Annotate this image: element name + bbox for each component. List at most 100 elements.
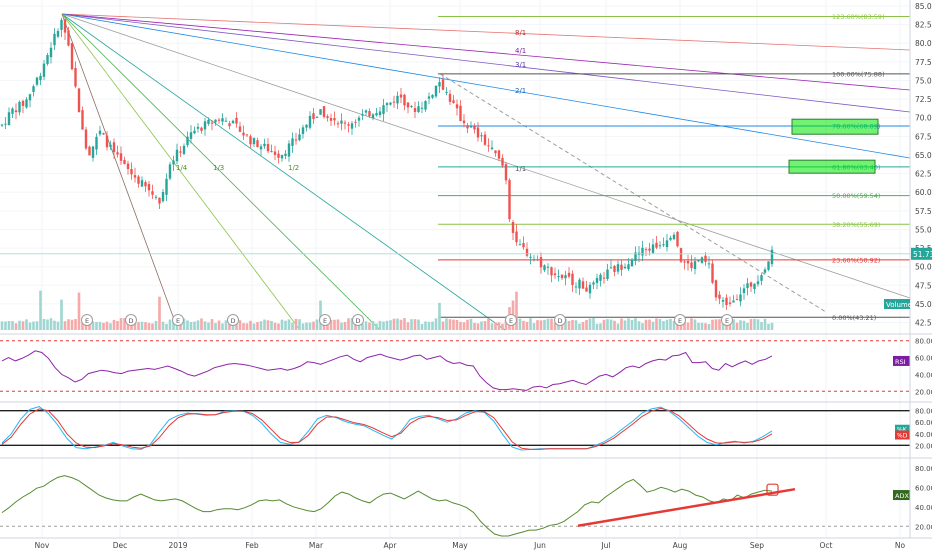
volume-bar — [620, 318, 623, 330]
volume-bar — [704, 323, 707, 330]
candle-body — [11, 108, 14, 114]
fib-level-label: 123.60%(83.59) — [832, 13, 885, 21]
volume-bar — [651, 321, 655, 330]
candle-body — [165, 178, 168, 195]
volume-bar — [676, 323, 679, 330]
volume-bar — [536, 320, 539, 330]
candle-body — [259, 146, 263, 150]
candle-body — [770, 249, 774, 265]
candle-body — [641, 247, 644, 256]
volume-bar — [504, 319, 508, 330]
candle-body — [123, 160, 126, 164]
pane-tick-label: 80.00 — [915, 408, 932, 416]
volume-bar — [252, 323, 256, 330]
time-tick-label: Jul — [600, 541, 610, 550]
candle-body — [539, 257, 543, 268]
candle-body — [746, 283, 749, 289]
candle-body — [231, 120, 235, 124]
volume-bar — [406, 322, 410, 330]
fib-level-label: 0.00%(43.21) — [832, 314, 876, 322]
candle-body — [74, 68, 77, 87]
pane-tick-label: 20.00 — [915, 523, 932, 531]
event-marker — [674, 314, 686, 326]
candle-body — [644, 249, 648, 251]
candle-body — [462, 120, 466, 124]
event-marker — [172, 314, 184, 326]
candle-body — [483, 134, 487, 145]
candle-body — [336, 123, 340, 125]
dividend-marker: D — [557, 317, 562, 325]
volume-bar — [767, 323, 770, 330]
candle-body — [235, 117, 238, 124]
adx-badge — [893, 490, 910, 501]
fib-level-label: 100.00%(75.88) — [832, 70, 885, 78]
event-marker — [227, 314, 239, 326]
volume-bar — [25, 319, 28, 330]
candle-body — [161, 192, 165, 202]
candle-body — [4, 123, 7, 125]
event-marker — [721, 314, 733, 326]
fibonacci-retracement: 123.60%(83.59)100.00%(75.88)78.60%(68.89… — [438, 13, 910, 322]
candle-body — [238, 126, 242, 132]
volume-bar — [434, 318, 438, 330]
candlesticks — [0, 17, 774, 310]
volume-bar — [445, 318, 448, 330]
grid — [0, 0, 910, 538]
volume-bar — [81, 322, 84, 330]
volume-bar — [613, 320, 616, 330]
candle-body — [53, 33, 56, 46]
candle-body — [487, 145, 490, 147]
candle-body — [742, 288, 746, 293]
volume-bar — [53, 320, 56, 330]
price-tick-label: 50.00 — [915, 263, 932, 272]
candle-body — [613, 265, 616, 272]
candle-body — [431, 95, 434, 98]
volume-bar — [343, 321, 347, 330]
volume-bar — [165, 323, 168, 330]
candle-body — [105, 135, 109, 148]
volume-bar — [186, 320, 189, 330]
candle-body — [490, 147, 494, 150]
volume-bar — [469, 318, 473, 330]
earnings-marker: E — [509, 317, 513, 325]
dividend-marker: D — [230, 317, 235, 325]
candle-body — [693, 261, 697, 270]
candle-body — [224, 120, 228, 122]
candle-body — [697, 260, 700, 262]
pane-tick-label: 60.00 — [915, 419, 932, 427]
last-price-badge — [911, 247, 932, 260]
adx-label: ADX — [895, 492, 909, 500]
volume-bar — [109, 323, 112, 330]
candle-body — [354, 121, 357, 123]
candle-body — [417, 106, 420, 113]
candle-body — [676, 231, 679, 247]
volume-bar — [424, 321, 427, 330]
rsi-pane: 80.00 60.00 40.00 20.00 RSI — [0, 333, 932, 396]
volume-bar — [609, 319, 613, 330]
volume-bar — [515, 291, 518, 330]
event-marker — [125, 314, 137, 326]
candle-body — [119, 153, 123, 161]
candle-body — [718, 294, 721, 299]
price-tick-label: 60.00 — [915, 188, 932, 197]
time-tick-label: Nov — [35, 541, 50, 550]
volume-bar — [588, 318, 592, 330]
earnings-marker: E — [176, 317, 180, 325]
fib-level-label: 38.20%(55.69) — [832, 221, 880, 229]
candle-body — [42, 63, 46, 77]
candle-body — [0, 124, 4, 126]
volume-bar — [161, 321, 165, 330]
candle-body — [525, 248, 529, 256]
candle-body — [249, 136, 252, 145]
candle-body — [277, 153, 280, 158]
volume-bar — [35, 321, 39, 330]
candle-body — [130, 168, 133, 175]
candle-body — [252, 138, 256, 145]
candle-body — [529, 256, 532, 258]
volume-bar — [529, 318, 532, 330]
volume-bar — [690, 318, 693, 330]
volume-bar — [280, 319, 284, 330]
candle-body — [81, 110, 84, 130]
volume-bar — [305, 322, 308, 330]
candle-body — [28, 94, 32, 101]
